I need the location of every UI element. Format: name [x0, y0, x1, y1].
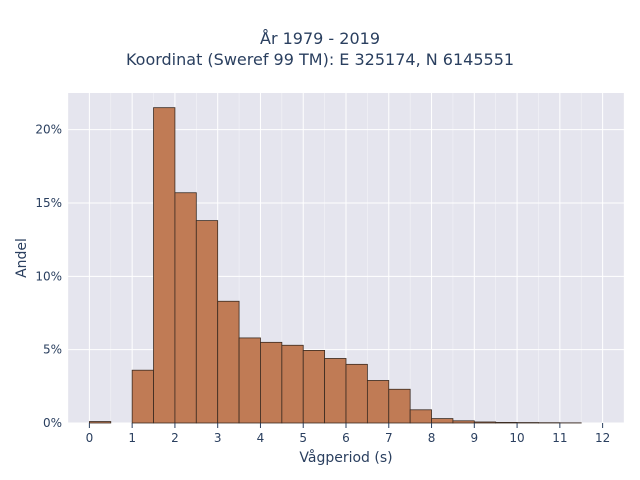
histogram-bar	[388, 388, 411, 424]
y-tick-label: 5%	[43, 343, 62, 357]
histogram-bar	[217, 300, 240, 424]
histogram-bar	[174, 192, 197, 424]
x-tick-label: 9	[470, 431, 478, 445]
bars	[88, 107, 582, 424]
x-tick-label: 0	[86, 431, 94, 445]
x-tick-label: 10	[509, 431, 524, 445]
x-tick-label: 5	[299, 431, 307, 445]
chart-subtitle: Koordinat (Sweref 99 TM): E 325174, N 61…	[125, 50, 515, 69]
histogram-bar	[366, 380, 390, 424]
y-axis-label: Andel	[14, 238, 30, 278]
chart-title: År 1979 - 2019	[260, 29, 380, 48]
histogram-bar	[324, 358, 347, 424]
x-axis-label: Vågperiod (s)	[299, 449, 392, 466]
y-tick-label: 0%	[43, 416, 62, 430]
histogram-bar	[431, 418, 454, 424]
histogram-bar	[131, 369, 154, 424]
x-tick-label: 4	[257, 431, 265, 445]
x-tick-label: 2	[171, 431, 179, 445]
histogram-bar	[452, 420, 475, 424]
histogram-bar	[88, 421, 112, 424]
x-tick-label: 11	[552, 431, 567, 445]
y-axis-ticks: 0% 5% 10% 15% 20%	[35, 123, 62, 430]
histogram-bar	[473, 421, 497, 424]
histogram-bar	[238, 337, 261, 424]
histogram-bar	[302, 349, 326, 424]
x-tick-label: 8	[428, 431, 436, 445]
x-tick-label: 7	[385, 431, 393, 445]
y-tick-label: 20%	[35, 123, 62, 137]
y-tick-label: 10%	[35, 269, 62, 283]
y-tick-label: 15%	[35, 196, 62, 210]
histogram-bar	[345, 363, 368, 424]
histogram-bar	[153, 107, 176, 424]
histogram-bar	[260, 341, 283, 424]
x-axis-ticks: 0 1 2 3 4 5 6 7 8 9 10 11 12	[86, 423, 610, 445]
histogram-bar	[409, 409, 432, 424]
x-tick-label: 6	[342, 431, 350, 445]
x-tick-label: 3	[214, 431, 222, 445]
histogram-bar	[281, 344, 304, 424]
x-tick-label: 1	[128, 431, 136, 445]
histogram-bar	[195, 220, 219, 424]
histogram-bar	[495, 422, 518, 424]
x-tick-label: 12	[595, 431, 610, 445]
